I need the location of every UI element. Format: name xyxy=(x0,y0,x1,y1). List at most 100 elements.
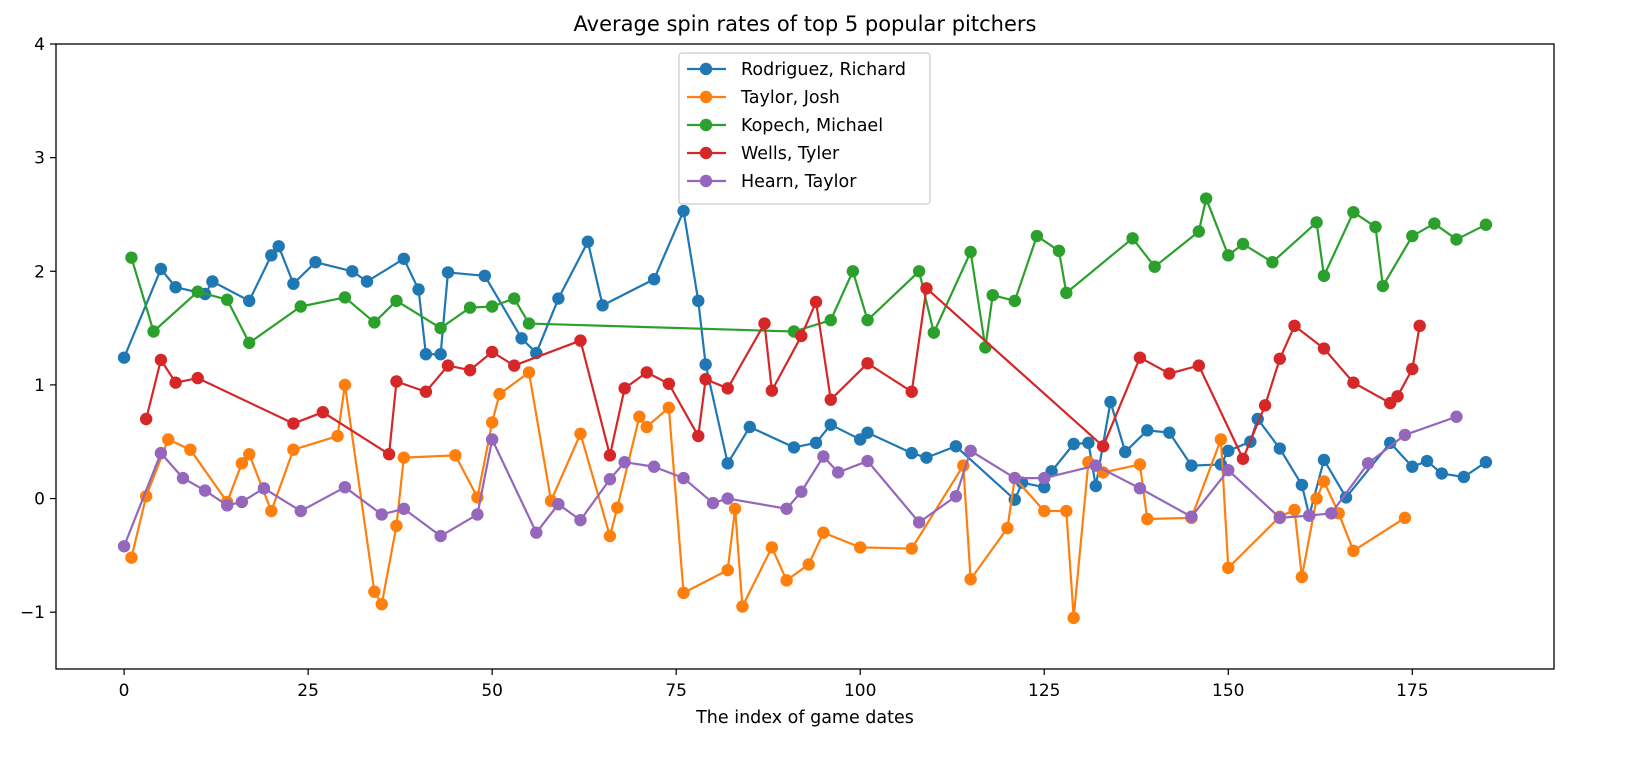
legend: Rodriguez, Richard Taylor, Josh Kopech, Mi… xyxy=(678,52,931,205)
legend-marker xyxy=(699,174,713,188)
data-point xyxy=(1428,217,1441,230)
data-point xyxy=(1339,491,1353,504)
data-point xyxy=(721,457,734,470)
data-point xyxy=(485,345,499,359)
data-point xyxy=(706,496,720,510)
legend-item: Kopech, Michael xyxy=(687,116,883,136)
data-point xyxy=(397,502,411,515)
data-point xyxy=(1420,454,1434,468)
data-point xyxy=(1067,611,1080,625)
data-point xyxy=(243,448,256,461)
data-point xyxy=(220,499,234,512)
data-point xyxy=(191,285,204,298)
y-tick-label: 3 xyxy=(34,149,45,169)
data-point xyxy=(574,334,587,347)
data-point xyxy=(220,293,234,306)
data-point xyxy=(338,291,352,304)
data-point xyxy=(493,387,506,401)
data-point xyxy=(346,265,359,278)
data-point xyxy=(1288,319,1301,333)
data-point xyxy=(1317,453,1331,467)
data-point xyxy=(478,269,491,283)
data-point xyxy=(1119,445,1132,459)
y-tick-label: 2 xyxy=(34,262,45,282)
data-point xyxy=(861,313,874,327)
data-point xyxy=(382,448,396,461)
data-point xyxy=(441,266,455,279)
data-point xyxy=(824,418,837,431)
data-point xyxy=(699,358,712,371)
data-point xyxy=(287,417,300,430)
data-point xyxy=(1192,225,1206,238)
data-point xyxy=(1398,511,1412,525)
data-point xyxy=(441,359,455,372)
data-point xyxy=(846,265,860,278)
data-point xyxy=(677,204,690,218)
data-point xyxy=(1133,458,1147,471)
data-point xyxy=(905,542,918,555)
data-point xyxy=(728,502,742,515)
data-point xyxy=(331,429,344,443)
data-point xyxy=(176,471,190,485)
data-point xyxy=(338,378,352,392)
data-point xyxy=(787,441,801,454)
data-point xyxy=(861,454,874,468)
data-point xyxy=(817,526,830,539)
data-point xyxy=(647,273,661,286)
legend-label: Kopech, Michael xyxy=(741,116,883,136)
data-point xyxy=(1236,452,1250,465)
data-point xyxy=(508,292,521,305)
data-point xyxy=(360,275,374,288)
data-point xyxy=(243,336,256,350)
x-tick-label: 125 xyxy=(1028,681,1060,701)
data-point xyxy=(1450,233,1463,246)
data-point xyxy=(640,366,653,379)
data-point xyxy=(522,366,536,379)
legend-marker xyxy=(699,146,713,160)
data-point xyxy=(1133,351,1147,364)
data-point xyxy=(243,294,256,308)
data-point xyxy=(603,473,617,486)
data-point xyxy=(736,600,749,613)
data-point xyxy=(294,504,307,518)
data-point xyxy=(309,255,322,269)
data-point xyxy=(1236,237,1250,251)
data-point xyxy=(662,401,676,414)
data-point xyxy=(463,301,477,314)
data-point xyxy=(1148,260,1161,273)
data-point xyxy=(677,471,690,485)
data-point xyxy=(1398,428,1412,442)
data-point xyxy=(780,574,793,587)
data-point xyxy=(817,450,830,463)
data-point xyxy=(463,363,477,377)
data-point xyxy=(824,393,837,406)
data-point xyxy=(964,245,977,259)
data-point xyxy=(1185,459,1198,472)
data-point xyxy=(397,252,411,265)
legend-item: Wells, Tyler xyxy=(687,144,840,164)
legend-box xyxy=(678,52,931,205)
data-point xyxy=(368,585,381,598)
data-point xyxy=(1450,410,1463,423)
data-point xyxy=(272,240,285,253)
data-point xyxy=(552,292,565,305)
legend-label: Taylor, Josh xyxy=(740,88,840,108)
data-point xyxy=(375,598,388,611)
data-point xyxy=(854,541,867,554)
data-point xyxy=(699,373,712,386)
data-point xyxy=(831,466,845,479)
data-point xyxy=(1317,269,1331,283)
data-point xyxy=(692,429,705,443)
data-point xyxy=(1406,229,1419,243)
data-point xyxy=(574,513,587,527)
data-point xyxy=(809,436,823,450)
series-5 xyxy=(117,410,1463,553)
data-point xyxy=(618,455,631,469)
data-point xyxy=(912,265,926,278)
data-point xyxy=(1104,395,1117,409)
data-point xyxy=(117,351,131,364)
data-point xyxy=(1030,229,1044,243)
data-point xyxy=(780,502,793,515)
data-point xyxy=(419,348,433,361)
data-point xyxy=(1038,471,1051,485)
